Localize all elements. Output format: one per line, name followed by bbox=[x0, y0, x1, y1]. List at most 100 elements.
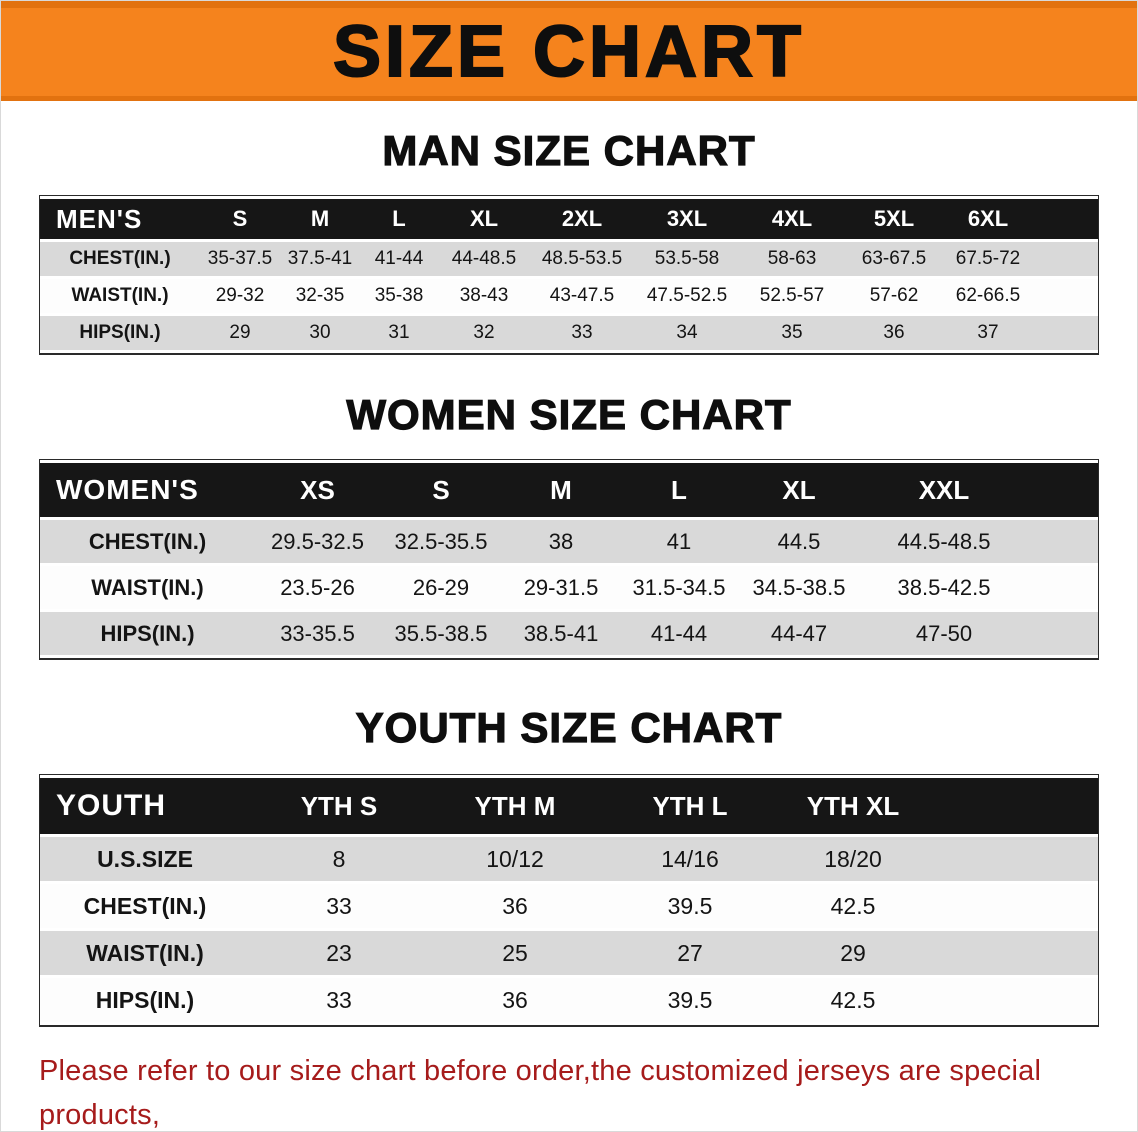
header-row: WOMEN'S XS S M L XL XXL bbox=[40, 463, 1098, 517]
table-title-cell: YOUTH bbox=[40, 778, 250, 834]
table-row: CHEST(IN.) 33 36 39.5 42.5 bbox=[40, 884, 1098, 928]
value-cell: 43-47.5 bbox=[549, 285, 615, 306]
value-cell: 8 bbox=[332, 845, 346, 872]
size-header-cell: YTH M bbox=[428, 778, 602, 834]
value-cell: 47.5-52.5 bbox=[646, 285, 728, 306]
row-label-cell: WAIST(IN.) bbox=[71, 285, 169, 306]
value-cell: 35 bbox=[781, 322, 803, 343]
value-cell: 34 bbox=[676, 322, 698, 343]
value-cell: 33 bbox=[326, 892, 352, 919]
value-cell: 39.5 bbox=[667, 892, 713, 919]
value-cell: 41-44 bbox=[374, 248, 424, 269]
row-label-cell: HIPS(IN.) bbox=[79, 322, 161, 343]
value-cell: 29 bbox=[840, 939, 866, 966]
value-cell: 36 bbox=[502, 892, 528, 919]
size-header-cell: L bbox=[620, 463, 738, 517]
value-cell: 23 bbox=[326, 939, 352, 966]
value-cell: 37 bbox=[977, 322, 999, 343]
value-cell: 38-43 bbox=[459, 285, 509, 306]
size-header-cell: YTH S bbox=[250, 778, 428, 834]
value-cell: 42.5 bbox=[830, 986, 876, 1013]
size-header-cell: XXL bbox=[860, 463, 1098, 517]
size-header-cell: M bbox=[502, 463, 620, 517]
value-cell: 29 bbox=[229, 322, 251, 343]
table-row: CHEST(IN.) 35-37.5 37.5-41 41-44 44-48.5 48.5… bbox=[40, 242, 1098, 276]
size-header-cell: XS bbox=[255, 463, 380, 517]
value-cell: 38.5-42.5 bbox=[897, 574, 991, 600]
men-section-heading: MAN SIZE CHART bbox=[382, 126, 756, 174]
size-header-cell: 4XL bbox=[740, 199, 844, 239]
size-header-cell: XL bbox=[738, 463, 860, 517]
value-cell: 36 bbox=[883, 322, 905, 343]
value-cell: 29-32 bbox=[215, 285, 265, 306]
value-cell: 23.5-26 bbox=[280, 574, 355, 600]
value-cell: 27 bbox=[677, 939, 703, 966]
value-cell: 32-35 bbox=[295, 285, 345, 306]
size-header-cell: XL bbox=[438, 199, 530, 239]
value-cell: 37.5-41 bbox=[287, 248, 353, 269]
value-cell: 35-37.5 bbox=[207, 248, 273, 269]
row-label-cell: WAIST(IN.) bbox=[91, 574, 204, 600]
banner: SIZE CHART bbox=[1, 1, 1137, 101]
value-cell: 47-50 bbox=[915, 620, 973, 646]
value-cell: 18/20 bbox=[824, 845, 882, 872]
row-label-cell: CHEST(IN.) bbox=[83, 892, 207, 919]
value-cell: 42.5 bbox=[830, 892, 876, 919]
value-cell: 36 bbox=[502, 986, 528, 1013]
value-cell: 25 bbox=[502, 939, 528, 966]
size-header-cell: M bbox=[280, 199, 360, 239]
value-cell: 29-31.5 bbox=[523, 574, 599, 600]
value-cell: 67.5-72 bbox=[955, 248, 1021, 269]
value-cell: 10/12 bbox=[486, 845, 544, 872]
table-row: WAIST(IN.) 23 25 27 29 bbox=[40, 931, 1098, 975]
youth-size-table: YOUTH YTH S YTH M YTH L YTH XL U.S.SIZE 8 10/12… bbox=[39, 774, 1099, 1027]
section-men: MAN SIZE CHART MEN'S S M L XL 2XL 3XL 4XL 5XL 6XL… bbox=[1, 126, 1137, 355]
value-cell: 41 bbox=[666, 528, 692, 554]
value-cell: 52.5-57 bbox=[759, 285, 825, 306]
value-cell: 33 bbox=[571, 322, 593, 343]
value-cell: 63-67.5 bbox=[861, 248, 927, 269]
value-cell: 34.5-38.5 bbox=[752, 574, 846, 600]
size-header-cell: YTH L bbox=[602, 778, 778, 834]
size-header-cell: S bbox=[200, 199, 280, 239]
value-cell: 48.5-53.5 bbox=[541, 248, 623, 269]
value-cell: 33 bbox=[326, 986, 352, 1013]
row-label-cell: CHEST(IN.) bbox=[88, 528, 207, 554]
table-row: U.S.SIZE 8 10/12 14/16 18/20 bbox=[40, 837, 1098, 881]
value-cell: 38.5-41 bbox=[523, 620, 599, 646]
value-cell: 35-38 bbox=[374, 285, 424, 306]
section-women: WOMEN SIZE CHART WOMEN'S XS S M L XL XXL CHEST(… bbox=[1, 390, 1137, 660]
value-cell: 44.5 bbox=[777, 528, 821, 554]
value-cell: 38 bbox=[548, 528, 574, 554]
row-label-cell: U.S.SIZE bbox=[97, 845, 193, 872]
men-size-table: MEN'S S M L XL 2XL 3XL 4XL 5XL 6XL CHEST(IN.) 35-37… bbox=[39, 195, 1099, 355]
table-row: HIPS(IN.) 33-35.5 35.5-38.5 38.5-41 41-44 44-… bbox=[40, 612, 1098, 655]
value-cell: 44.5-48.5 bbox=[897, 528, 991, 554]
size-header-cell: 2XL bbox=[530, 199, 634, 239]
youth-section-heading: YOUTH SIZE CHART bbox=[355, 703, 783, 751]
value-cell: 44-48.5 bbox=[451, 248, 517, 269]
value-cell: 30 bbox=[309, 322, 331, 343]
row-label-cell: HIPS(IN.) bbox=[100, 620, 195, 646]
page-title: SIZE CHART bbox=[332, 12, 805, 92]
value-cell: 29.5-32.5 bbox=[271, 528, 364, 554]
size-header-cell: S bbox=[380, 463, 502, 517]
size-header-cell: 5XL bbox=[844, 199, 944, 239]
value-cell: 31.5-34.5 bbox=[632, 574, 726, 600]
disclaimer-line-1: Please refer to our size chart before or… bbox=[39, 1055, 1042, 1131]
section-youth: YOUTH SIZE CHART YOUTH YTH S YTH M YTH L YTH… bbox=[1, 703, 1137, 1027]
value-cell: 44-47 bbox=[770, 620, 828, 646]
size-header-cell: 6XL bbox=[944, 199, 1098, 239]
disclaimer: Please refer to our size chart before or… bbox=[1, 1049, 1137, 1131]
header-row: MEN'S S M L XL 2XL 3XL 4XL 5XL 6XL bbox=[40, 199, 1098, 239]
row-label-cell: HIPS(IN.) bbox=[95, 986, 195, 1013]
value-cell: 35.5-38.5 bbox=[394, 620, 488, 646]
value-cell: 41-44 bbox=[650, 620, 708, 646]
table-title-cell: WOMEN'S bbox=[40, 463, 255, 517]
value-cell: 39.5 bbox=[667, 986, 713, 1013]
value-cell: 32 bbox=[473, 322, 495, 343]
value-cell: 31 bbox=[388, 322, 410, 343]
size-header-cell: L bbox=[360, 199, 438, 239]
value-cell: 62-66.5 bbox=[955, 285, 1021, 306]
